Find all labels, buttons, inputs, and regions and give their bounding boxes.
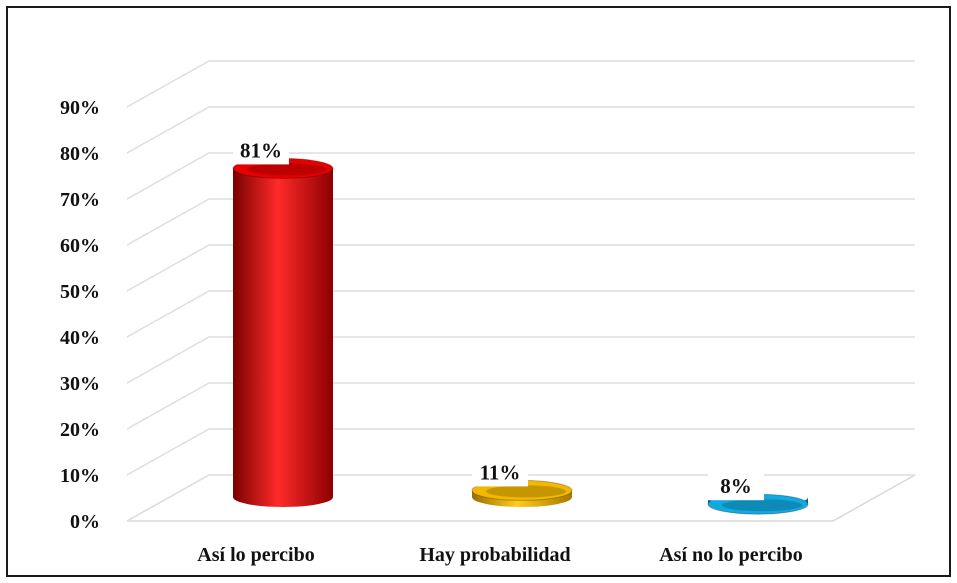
- gridline: [126, 474, 915, 522]
- gridline: [126, 152, 915, 200]
- data-label: 81%: [240, 138, 282, 162]
- gridline: [126, 290, 915, 338]
- category-label: Hay probabilidad: [419, 544, 570, 566]
- y-tick-label: 20%: [60, 419, 100, 441]
- data-label-box: [708, 472, 764, 501]
- y-tick-label: 30%: [60, 373, 100, 395]
- data-label-box: [472, 458, 528, 487]
- bar: [232, 157, 334, 507]
- gridline: [126, 244, 915, 292]
- gridline: [126, 336, 915, 384]
- gridline: [126, 428, 915, 476]
- y-tick-label: 70%: [60, 189, 100, 211]
- gridline: [126, 60, 915, 108]
- gridline: [126, 382, 915, 430]
- gridlines: [126, 60, 916, 522]
- y-tick-label: 50%: [60, 281, 100, 303]
- y-tick-label: 60%: [60, 235, 100, 257]
- gridline: [126, 198, 915, 246]
- data-label-box: [233, 136, 289, 165]
- category-label: Así lo percibo: [197, 544, 314, 566]
- bars: 81% 11% 8%: [232, 136, 809, 515]
- y-tick-label: 80%: [60, 143, 100, 165]
- y-tick-label: 40%: [60, 327, 100, 349]
- y-tick-label: 90%: [60, 97, 100, 119]
- gridline: [126, 106, 915, 154]
- y-tick-label: 10%: [60, 465, 100, 487]
- category-label: Así no lo percibo: [659, 544, 803, 566]
- x-axis-categories: Así lo percibo Hay probabilidad Así no lo …: [197, 544, 802, 566]
- y-axis-ticks: 0% 10% 20% 30% 40% 50% 60% 70% 80% 90%: [60, 97, 100, 533]
- y-tick-label: 0%: [70, 511, 100, 533]
- data-label: 11%: [480, 460, 521, 484]
- data-label: 8%: [720, 474, 752, 498]
